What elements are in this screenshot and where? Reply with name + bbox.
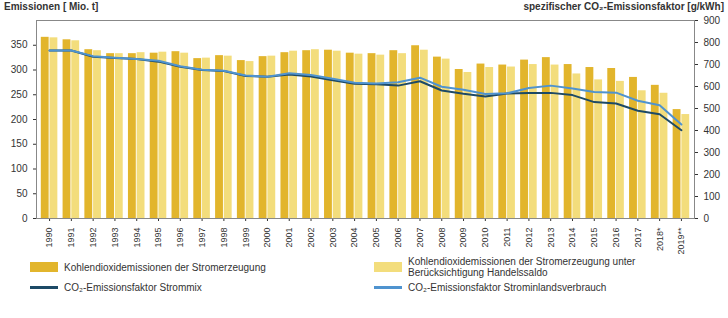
svg-text:2019**: 2019** [676,227,686,254]
svg-text:2004: 2004 [349,228,359,248]
svg-text:2007: 2007 [415,228,425,248]
svg-text:2006: 2006 [393,228,403,248]
svg-text:300: 300 [11,64,28,75]
svg-text:2005: 2005 [371,228,381,248]
svg-text:600: 600 [704,81,721,92]
svg-text:2017: 2017 [633,228,643,248]
svg-text:1999: 1999 [241,228,251,248]
svg-text:200: 200 [704,169,721,180]
svg-text:2009: 2009 [458,228,468,248]
svg-text:1991: 1991 [66,228,76,248]
svg-text:1993: 1993 [110,228,120,248]
svg-text:1994: 1994 [132,228,142,248]
svg-text:2011: 2011 [502,228,512,247]
svg-text:1990: 1990 [44,228,54,248]
svg-text:900: 900 [704,15,721,26]
svg-text:400: 400 [704,125,721,136]
svg-text:50: 50 [16,188,28,199]
svg-text:2013: 2013 [546,228,556,248]
svg-text:1997: 1997 [197,228,207,248]
svg-text:700: 700 [704,59,721,70]
html-text:Emissionen [ Mio. t]: Emissionen [ Mio. t] [4,1,99,12]
svg-text:2001: 2001 [284,228,294,248]
svg-text:2000: 2000 [262,228,272,248]
html-text:CO₂-Emissionsfaktor Strominlan: CO₂-Emissionsfaktor Strominlandsverbrauc… [408,282,607,293]
svg-text:2010: 2010 [480,228,490,248]
svg-text:1996: 1996 [175,228,185,248]
svg-text:350: 350 [11,39,28,50]
svg-text:2008: 2008 [437,228,447,248]
svg-text:100: 100 [11,163,28,174]
svg-text:2003: 2003 [328,228,338,248]
html-text:spezifischer CO₂-Emissionsfakt: spezifischer CO₂-Emissionsfaktor [g/kWh] [523,1,724,12]
svg-text:1998: 1998 [219,228,229,248]
svg-text:150: 150 [11,138,28,149]
svg-text:500: 500 [704,103,721,114]
svg-text:2012: 2012 [524,228,534,248]
svg-text:2016: 2016 [611,228,621,248]
svg-text:800: 800 [704,37,721,48]
svg-text:300: 300 [704,147,721,158]
svg-text:100: 100 [704,191,721,202]
html-text:Kohlendioxidemissionen der Str: Kohlendioxidemissionen der Stromerzeugun… [408,256,636,278]
svg-text:2018*: 2018* [655,227,665,251]
svg-text:1992: 1992 [88,228,98,248]
svg-text:2002: 2002 [306,228,316,248]
svg-text:250: 250 [11,89,28,100]
svg-text:0: 0 [22,213,28,224]
svg-text:1995: 1995 [153,228,163,248]
html-text:CO₂-Emissionsfaktor Strommix: CO₂-Emissionsfaktor Strommix [64,282,202,293]
svg-text:200: 200 [11,114,28,125]
svg-text:0: 0 [704,213,710,224]
svg-text:2014: 2014 [567,228,577,248]
html-text:Kohlendioxidemissionen der Str: Kohlendioxidemissionen der Stromerzeugun… [64,261,266,273]
svg-text:2015: 2015 [589,228,599,248]
